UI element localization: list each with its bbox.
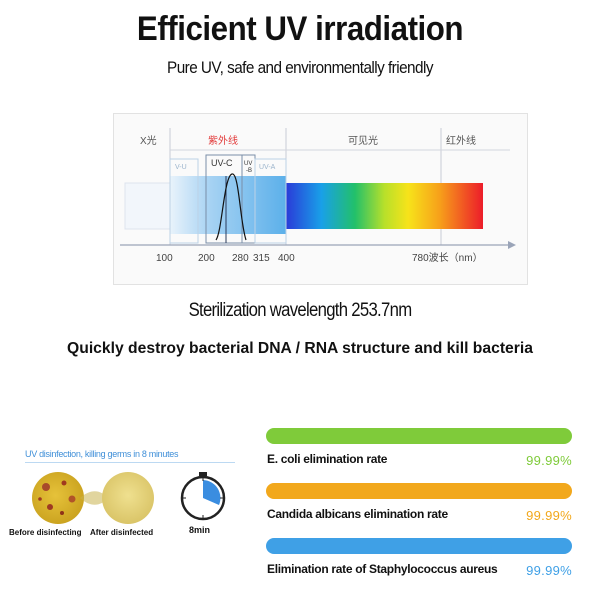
region-label-ir: 红外线 bbox=[446, 134, 476, 147]
staph-rate-value: 99.99% bbox=[526, 563, 572, 578]
tick-label: 200 bbox=[198, 253, 215, 264]
after-disinfected-label: After disinfected bbox=[90, 528, 154, 537]
page-subtitle: Pure UV, safe and environmentally friend… bbox=[167, 58, 433, 77]
timer-label: 8min bbox=[189, 525, 211, 535]
region-label-visible: 可见光 bbox=[348, 134, 378, 147]
tick-label: 280 bbox=[232, 253, 249, 264]
band-label-uvb-suffix: -B bbox=[246, 168, 252, 174]
band-visible bbox=[286, 183, 483, 229]
before-disinfecting-label: Before disinfecting bbox=[9, 528, 82, 537]
candida-rate-label: Candida albicans elimination rate bbox=[267, 507, 448, 521]
transition-shape bbox=[80, 491, 108, 505]
petri-dish-comparison bbox=[32, 472, 226, 524]
page-title: Efficient UV irradiation bbox=[136, 10, 464, 48]
band-uv bbox=[170, 176, 286, 234]
ecoli-rate-bar bbox=[266, 428, 572, 444]
candida-rate-value: 99.99% bbox=[526, 508, 572, 523]
ecoli-rate-label: E. coli elimination rate bbox=[267, 452, 388, 466]
sterilization-wavelength-text: Sterilization wavelength 253.7nm bbox=[188, 300, 413, 321]
uvd-box bbox=[169, 158, 199, 244]
band-xray bbox=[124, 182, 171, 230]
staph-rate-bar bbox=[266, 538, 572, 554]
kill-bacteria-text: Quickly destroy bacterial DNA / RNA stru… bbox=[67, 340, 533, 357]
germicidal-curve bbox=[215, 173, 247, 241]
tick-label: 400 bbox=[278, 253, 295, 264]
timer-progress bbox=[203, 480, 221, 505]
region-label-uv: 紫外线 bbox=[208, 134, 238, 147]
timer-ticks bbox=[183, 478, 223, 518]
tick-label: 315 bbox=[253, 253, 270, 264]
tick-label: 100 bbox=[156, 253, 173, 264]
petri-dish-after bbox=[102, 472, 154, 524]
band-label-uvd: V-U bbox=[175, 164, 187, 171]
tick-label: 780波长（nm） bbox=[412, 251, 483, 264]
bacteria-colonies bbox=[38, 480, 76, 515]
disinfection-heading: UV disinfection, killing germs in 8 minu… bbox=[25, 449, 235, 463]
uva-box bbox=[254, 158, 287, 244]
ecoli-rate-value: 99.99% bbox=[526, 453, 572, 468]
axis-arrow-icon bbox=[508, 241, 516, 249]
timer-button bbox=[199, 472, 207, 476]
staph-rate-label: Elimination rate of Staphylococcus aureu… bbox=[267, 562, 498, 576]
region-label-xray: X光 bbox=[140, 134, 157, 147]
band-label-uvb: UV bbox=[244, 161, 252, 167]
band-label-uva: UV-A bbox=[259, 164, 276, 171]
band-label-uvc: UV-C bbox=[211, 158, 233, 168]
candida-rate-bar bbox=[266, 483, 572, 499]
